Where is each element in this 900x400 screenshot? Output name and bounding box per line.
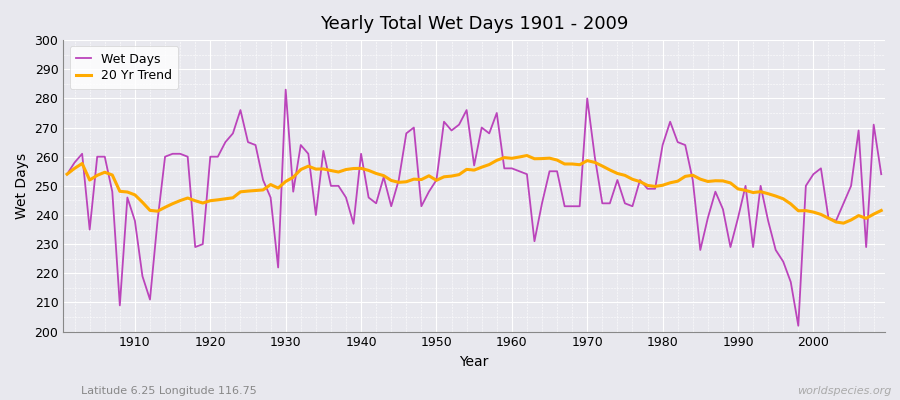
20 Yr Trend <box>521 153 532 158</box>
Y-axis label: Wet Days: Wet Days <box>15 153 29 219</box>
Text: Latitude 6.25 Longitude 116.75: Latitude 6.25 Longitude 116.75 <box>81 386 256 396</box>
Line: 20 Yr Trend: 20 Yr Trend <box>68 156 881 223</box>
20 Yr Trend <box>122 190 133 194</box>
20 Yr Trend <box>507 156 517 161</box>
Legend: Wet Days, 20 Yr Trend: Wet Days, 20 Yr Trend <box>69 46 178 89</box>
Wet Days <box>605 201 616 206</box>
Title: Yearly Total Wet Days 1901 - 2009: Yearly Total Wet Days 1901 - 2009 <box>320 15 628 33</box>
Wet Days <box>514 169 525 174</box>
20 Yr Trend <box>838 221 849 226</box>
X-axis label: Year: Year <box>460 355 489 369</box>
Wet Days <box>295 143 306 148</box>
20 Yr Trend <box>499 155 509 160</box>
20 Yr Trend <box>288 175 299 180</box>
Wet Days <box>507 166 517 171</box>
Wet Days <box>793 323 804 328</box>
Wet Days <box>876 172 886 176</box>
20 Yr Trend <box>333 170 344 174</box>
Wet Days <box>340 195 351 200</box>
Line: Wet Days: Wet Days <box>68 90 881 326</box>
20 Yr Trend <box>605 168 616 172</box>
Text: worldspecies.org: worldspecies.org <box>796 386 891 396</box>
Wet Days <box>62 172 73 176</box>
20 Yr Trend <box>62 172 73 176</box>
Wet Days <box>122 195 133 200</box>
Wet Days <box>280 87 291 92</box>
20 Yr Trend <box>876 208 886 213</box>
